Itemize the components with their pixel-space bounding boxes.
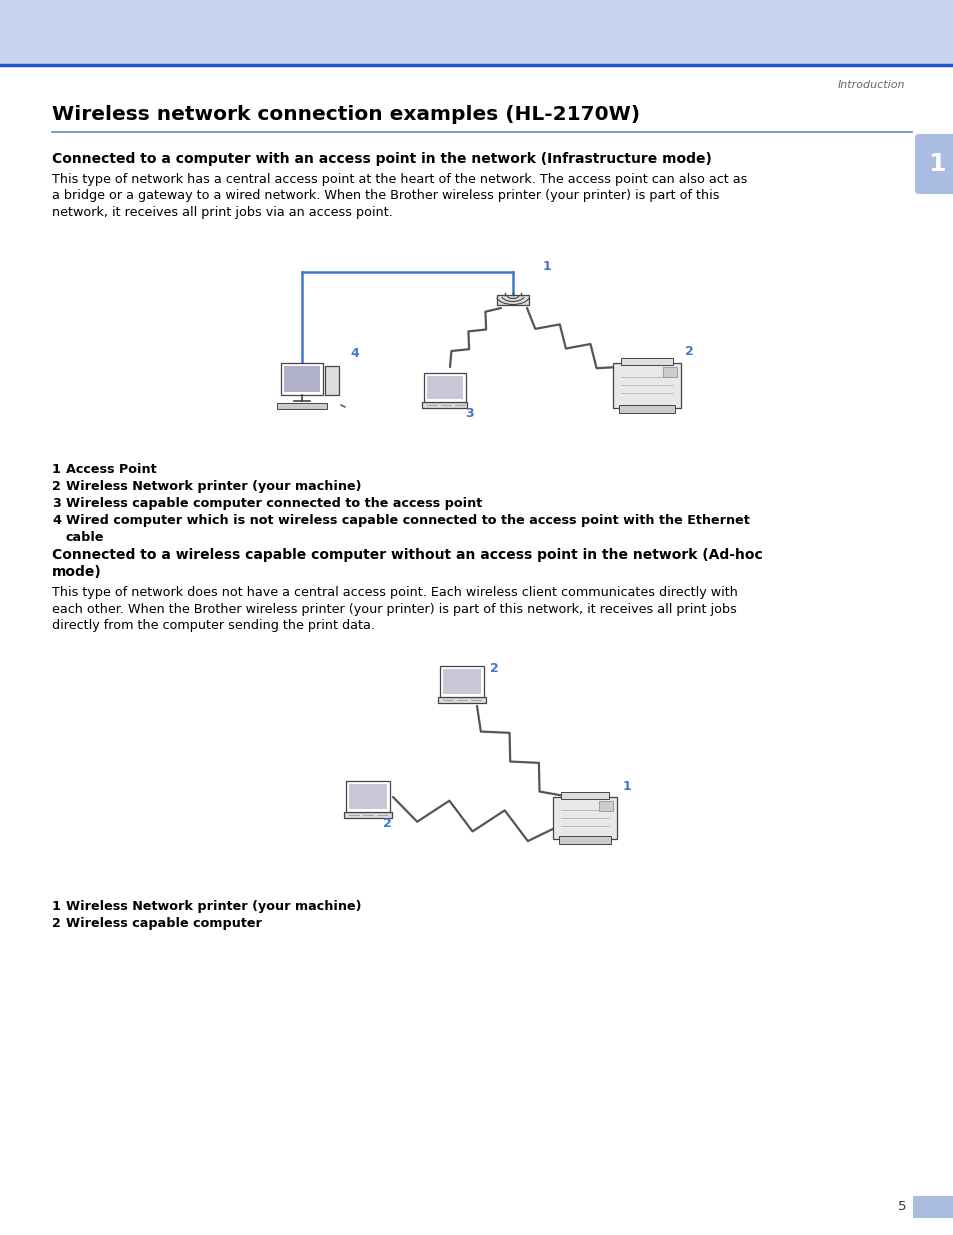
Bar <box>662 367 677 377</box>
Bar <box>443 669 480 694</box>
Text: Connected to a wireless capable computer without an access point in the network : Connected to a wireless capable computer… <box>52 548 762 562</box>
Text: 3: 3 <box>464 408 473 420</box>
Bar <box>276 403 327 409</box>
Text: 1: 1 <box>52 463 61 475</box>
Bar <box>422 401 467 408</box>
Bar <box>618 405 675 412</box>
Bar <box>284 366 319 391</box>
Text: a bridge or a gateway to a wired network. When the Brother wireless printer (you: a bridge or a gateway to a wired network… <box>52 189 719 203</box>
Text: Wireless Network printer (your machine): Wireless Network printer (your machine) <box>66 900 361 913</box>
Text: directly from the computer sending the print data.: directly from the computer sending the p… <box>52 619 375 632</box>
Text: 2: 2 <box>382 818 392 830</box>
Text: 1: 1 <box>542 261 551 273</box>
Text: Connected to a computer with an access point in the network (Infrastructure mode: Connected to a computer with an access p… <box>52 152 711 165</box>
Text: Wired computer which is not wireless capable connected to the access point with : Wired computer which is not wireless cap… <box>66 514 749 527</box>
FancyBboxPatch shape <box>914 135 953 194</box>
Bar <box>613 363 680 408</box>
Text: each other. When the Brother wireless printer (your printer) is part of this net: each other. When the Brother wireless pr… <box>52 603 736 615</box>
Text: 4: 4 <box>350 347 358 359</box>
Bar <box>439 666 483 697</box>
Bar <box>620 357 672 364</box>
Text: Wireless Network printer (your machine): Wireless Network printer (your machine) <box>66 480 361 493</box>
Text: 2: 2 <box>490 662 498 676</box>
Text: 2: 2 <box>52 918 61 930</box>
Text: Wireless network connection examples (HL-2170W): Wireless network connection examples (HL… <box>52 105 639 124</box>
Bar <box>424 373 465 401</box>
Text: 2: 2 <box>52 480 61 493</box>
Bar <box>598 800 613 810</box>
Bar <box>427 375 462 399</box>
Bar <box>912 1195 953 1218</box>
Text: Wireless capable computer: Wireless capable computer <box>66 918 262 930</box>
Bar <box>558 836 611 845</box>
Text: This type of network has a central access point at the heart of the network. The: This type of network has a central acces… <box>52 173 746 186</box>
Text: 5: 5 <box>897 1200 905 1214</box>
Bar <box>346 782 390 811</box>
Bar <box>281 363 323 395</box>
Text: 1: 1 <box>622 781 631 793</box>
Bar <box>0 0 953 65</box>
Text: 3: 3 <box>52 496 61 510</box>
Text: Access Point: Access Point <box>66 463 156 475</box>
Text: 4: 4 <box>52 514 61 527</box>
Text: mode): mode) <box>52 564 102 579</box>
Bar <box>552 797 617 840</box>
Bar <box>325 367 338 395</box>
Bar <box>437 697 485 703</box>
Bar <box>560 792 609 799</box>
Text: network, it receives all print jobs via an access point.: network, it receives all print jobs via … <box>52 206 393 219</box>
Text: cable: cable <box>66 531 105 543</box>
Text: Introduction: Introduction <box>837 80 904 90</box>
Text: 2: 2 <box>684 345 693 358</box>
Text: 1: 1 <box>52 900 61 913</box>
Bar <box>349 784 387 809</box>
Bar <box>497 295 529 305</box>
Bar <box>344 811 392 819</box>
Text: 1: 1 <box>926 152 944 177</box>
Text: Wireless capable computer connected to the access point: Wireless capable computer connected to t… <box>66 496 482 510</box>
Text: This type of network does not have a central access point. Each wireless client : This type of network does not have a cen… <box>52 585 737 599</box>
